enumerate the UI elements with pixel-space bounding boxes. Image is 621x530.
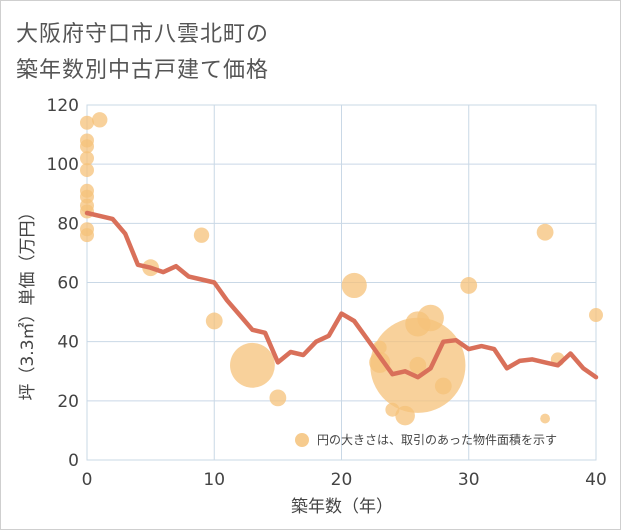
bubble-point	[540, 413, 550, 424]
bubble-point	[589, 308, 603, 323]
bubble-point	[434, 377, 452, 395]
y-tick-label: 60	[57, 274, 79, 294]
bubble-point	[460, 277, 478, 294]
bubble-point	[417, 304, 444, 332]
bubble-point	[341, 272, 367, 299]
y-tick-label: 100	[47, 155, 79, 175]
bubble-point	[409, 356, 427, 374]
bubble-point	[80, 115, 94, 130]
y-axis-label: 坪（3.3㎡）単価（万円）	[18, 203, 38, 400]
x-tick-label: 10	[203, 470, 225, 490]
trend-layer	[84, 210, 599, 380]
y-tick-label: 80	[57, 214, 79, 234]
bubble-point	[80, 151, 94, 166]
legend-bubble-icon	[295, 433, 309, 447]
bubble-point	[80, 139, 94, 154]
bubble-point	[80, 228, 94, 243]
y-tick-label: 120	[47, 96, 79, 116]
x-tick-label: 0	[82, 470, 93, 490]
x-tick-label: 30	[458, 470, 480, 490]
x-axis-label: 築年数（年）	[291, 497, 393, 517]
bubble-point	[230, 342, 275, 388]
legend: 円の大きさは、取引のあった物件面積を示す	[295, 432, 557, 447]
bubble-point	[193, 227, 210, 243]
y-tick-label: 20	[57, 392, 79, 412]
bubble-point	[536, 223, 554, 241]
tick-labels: 0 20 40 60 80 100 120 0 10 20 30 40	[47, 96, 607, 490]
bubble-point	[205, 312, 223, 330]
bubble-point	[269, 389, 287, 407]
chart-title-line2: 築年数別中古戸建て価格	[16, 58, 270, 83]
x-tick-label: 40	[585, 470, 607, 490]
y-tick-label: 40	[57, 333, 79, 353]
bubble-point	[92, 112, 108, 128]
y-tick-label: 0	[68, 451, 79, 471]
legend-text: 円の大きさは、取引のあった物件面積を示す	[317, 432, 557, 447]
grid	[86, 104, 597, 461]
trend-line	[84, 210, 599, 380]
bubble-point	[80, 163, 94, 178]
chart-title-line1: 大阪府守口市八雲北町の	[16, 22, 270, 47]
x-tick-label: 20	[331, 470, 353, 490]
